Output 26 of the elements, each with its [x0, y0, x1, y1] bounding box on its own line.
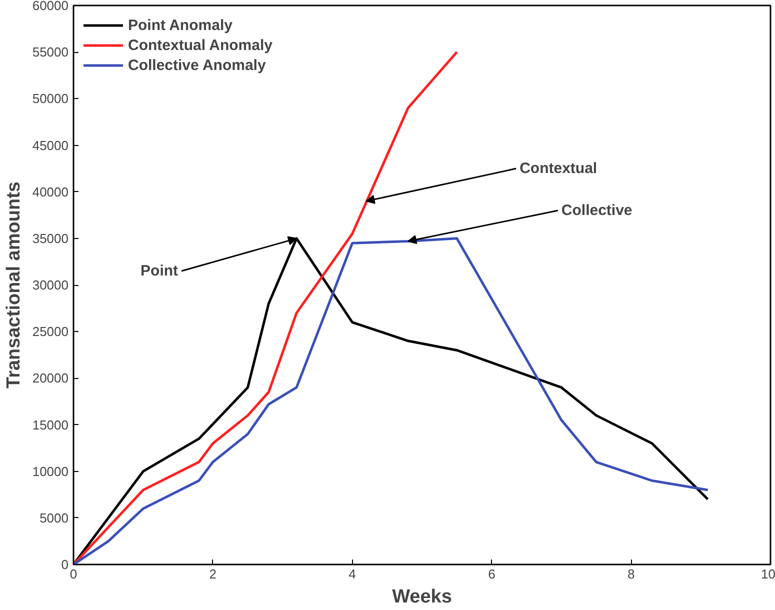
legend-label: Point Anomaly	[128, 16, 232, 34]
y-tick-label: 20000	[32, 370, 69, 386]
y-tick-label: 50000	[32, 91, 69, 106]
x-axis-title: Weeks	[392, 586, 452, 608]
y-tick-label: 15000	[32, 417, 69, 432]
y-tick-label: 25000	[32, 324, 69, 340]
y-axis-title: Transactional amounts	[3, 182, 24, 388]
annotation: Collective	[561, 202, 632, 219]
y-tick-label: 55000	[32, 44, 69, 60]
y-tick-label: 30000	[32, 278, 69, 292]
y-tick-label: 35000	[32, 230, 69, 246]
y-tick-label: 40000	[32, 184, 69, 200]
y-tick-label: 45000	[32, 138, 69, 153]
y-tick-label: 60000	[32, 0, 69, 13]
y-tick-label: 10000	[32, 464, 69, 479]
x-tick-label: 4	[348, 566, 356, 582]
y-tick-label: 5000	[40, 510, 68, 526]
x-tick-label: 6	[488, 566, 496, 582]
legend-label: Contextual Anomaly	[128, 36, 272, 54]
legend-label: Collective Anomaly	[128, 56, 266, 74]
annotation: Contextual	[520, 160, 598, 178]
x-tick-label: 10	[761, 566, 775, 582]
y-tick-label: 0	[61, 557, 69, 572]
x-tick-label: 2	[209, 566, 217, 582]
x-tick-label: 8	[627, 566, 635, 582]
annotation: Point	[140, 262, 178, 280]
